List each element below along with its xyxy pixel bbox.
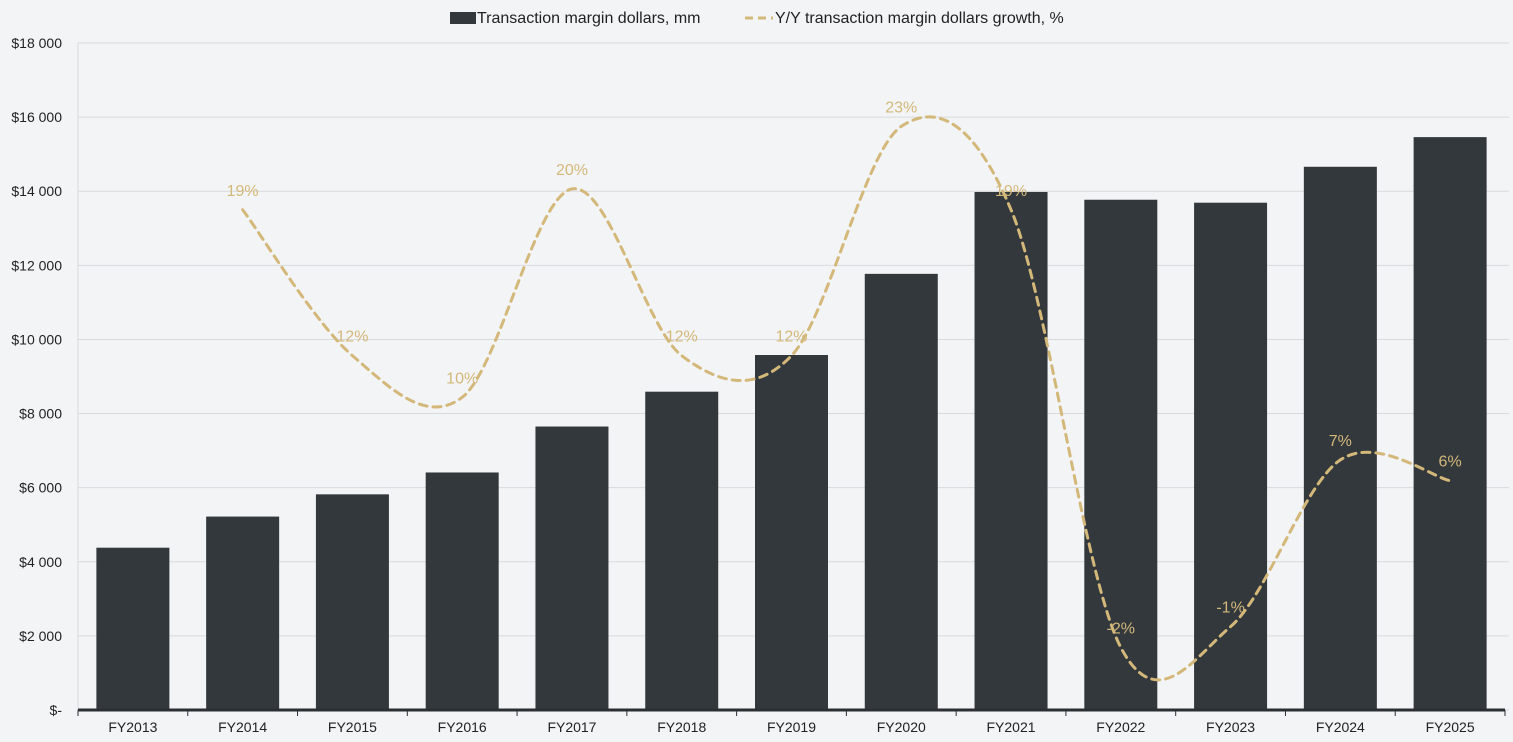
y-tick-label: $4 000 xyxy=(19,554,62,570)
y-tick-label: $14 000 xyxy=(11,183,62,199)
x-axis: FY2013 FY2014 FY2015 FY2016 FY2017 FY2018 FY20… xyxy=(77,708,1506,735)
x-tick-label: FY2025 xyxy=(1426,719,1475,735)
y-tick-label: $2 000 xyxy=(19,628,62,644)
bar xyxy=(974,191,1048,711)
growth-data-label: 12% xyxy=(775,329,807,346)
bar xyxy=(755,355,828,710)
x-tick-label: FY2023 xyxy=(1206,719,1255,735)
y-tick-label: $12 000 xyxy=(11,257,62,273)
growth-line xyxy=(241,115,1452,682)
x-tick-label: FY2021 xyxy=(987,719,1036,735)
growth-data-label: 20% xyxy=(556,162,588,179)
bar xyxy=(1194,202,1268,710)
growth-data-label: 19% xyxy=(227,183,259,200)
x-tick-label: FY2016 xyxy=(438,719,487,735)
bar xyxy=(315,494,389,710)
growth-line-path xyxy=(241,115,1452,682)
bars xyxy=(96,137,1487,711)
growth-data-label: -1% xyxy=(1216,600,1244,617)
y-tick-label: $- xyxy=(50,702,63,718)
y-tick-label: $16 000 xyxy=(11,109,62,125)
x-tick-label: FY2020 xyxy=(877,719,926,735)
legend: Transaction margin dollars, mm Y/Y trans… xyxy=(450,10,1064,27)
growth-data-label: 12% xyxy=(336,329,368,346)
x-tick-label: FY2018 xyxy=(657,719,706,735)
growth-data-label: 7% xyxy=(1329,433,1352,450)
x-tick-label: FY2015 xyxy=(328,719,377,735)
growth-data-label: 6% xyxy=(1439,454,1462,471)
bar xyxy=(864,273,938,710)
growth-data-label: 23% xyxy=(885,99,917,116)
bar xyxy=(1084,199,1158,710)
bar xyxy=(535,426,609,710)
y-tick-label: $8 000 xyxy=(19,406,62,422)
growth-data-label: -2% xyxy=(1107,620,1135,637)
growth-labels: 19% 12% 10% 20% 12% 12% 23% 19% -2% -1% 7% 6% xyxy=(227,99,1462,637)
x-tick-label: FY2017 xyxy=(547,719,596,735)
legend-line-label: Y/Y transaction margin dollars growth, % xyxy=(775,10,1064,27)
bar xyxy=(645,391,719,710)
growth-data-label: 10% xyxy=(446,370,478,387)
x-tick-label: FY2014 xyxy=(218,719,267,735)
x-tick-label: FY2024 xyxy=(1316,719,1365,735)
bar xyxy=(206,516,280,710)
growth-data-label: 12% xyxy=(666,329,698,346)
y-tick-label: $6 000 xyxy=(19,480,62,496)
bar xyxy=(1413,137,1487,711)
x-tick-label: FY2022 xyxy=(1096,719,1145,735)
x-tick-label: FY2019 xyxy=(767,719,816,735)
bar xyxy=(1303,166,1377,710)
growth-data-label: 19% xyxy=(995,183,1027,200)
x-tick-label: FY2013 xyxy=(108,719,157,735)
legend-bar-label: Transaction margin dollars, mm xyxy=(477,10,700,27)
y-tick-label: $18 000 xyxy=(11,35,62,51)
legend-bar-swatch xyxy=(450,12,476,24)
y-axis: $- $2 000 $4 000 $6 000 $8 000 $10 000 $12 000… xyxy=(11,35,79,718)
bar xyxy=(425,472,499,710)
bar xyxy=(96,547,170,710)
y-tick-label: $10 000 xyxy=(11,331,62,347)
